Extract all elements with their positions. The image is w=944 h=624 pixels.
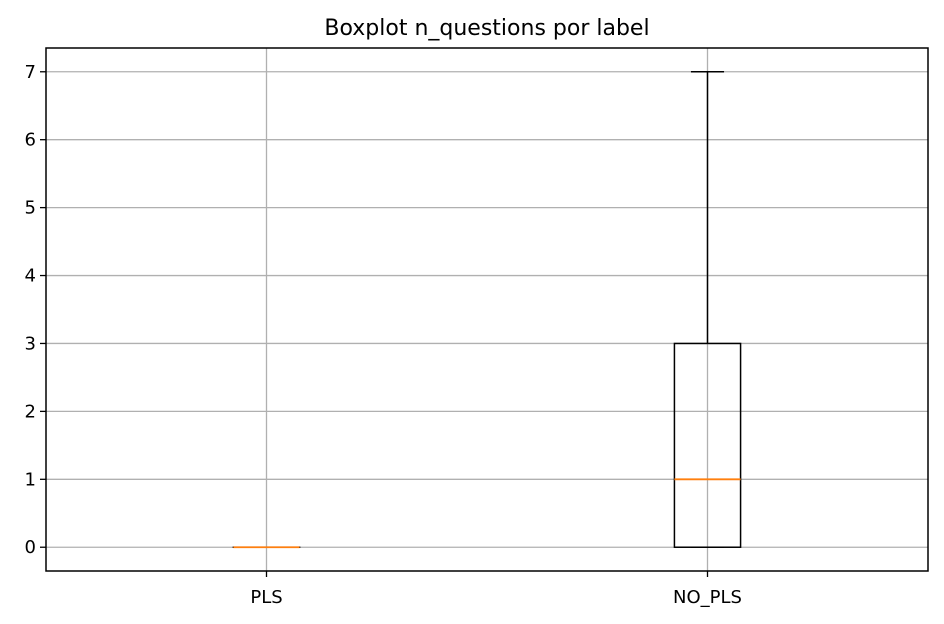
y-tick-label: 3 xyxy=(25,333,36,354)
chart-title: Boxplot n_questions por label xyxy=(324,16,649,41)
y-tick-label: 4 xyxy=(25,266,36,287)
plot-frame xyxy=(45,47,929,572)
x-tick-label: NO_PLS xyxy=(673,587,742,608)
box-group xyxy=(232,71,742,549)
y-tick-label: 6 xyxy=(25,130,36,151)
grid-lines xyxy=(46,48,928,571)
y-tick-label: 2 xyxy=(25,401,36,422)
y-tick-label: 1 xyxy=(25,469,36,490)
x-axis: PLS NO_PLS xyxy=(250,571,742,608)
box-no-pls xyxy=(673,71,742,548)
y-tick-label: 7 xyxy=(25,62,36,83)
box-body xyxy=(673,342,742,548)
y-axis: 0 1 2 3 4 5 6 7 xyxy=(25,62,46,558)
y-tick-label: 0 xyxy=(25,537,36,558)
x-tick-label: PLS xyxy=(250,587,282,608)
y-tick-label: 5 xyxy=(25,198,36,219)
